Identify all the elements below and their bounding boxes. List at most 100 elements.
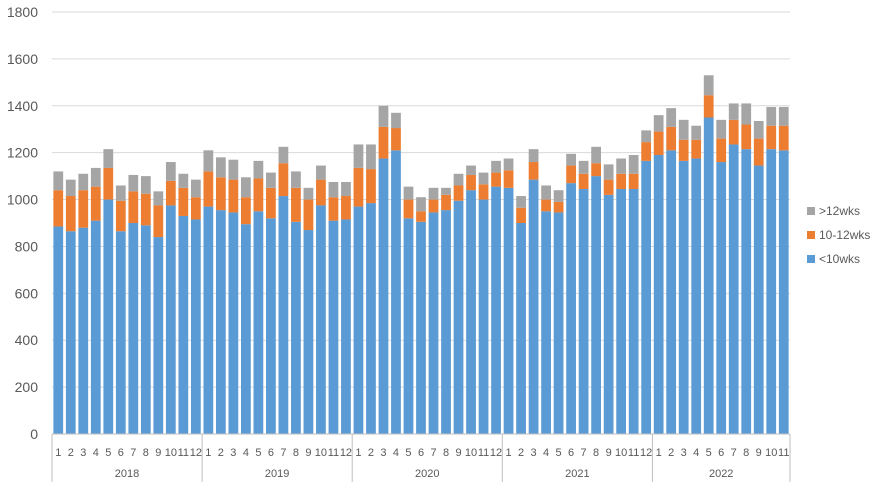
bar-segment [366, 203, 376, 434]
bar-segment [466, 165, 476, 175]
bar-segment [378, 126, 389, 159]
bar-segment [441, 210, 451, 434]
bar-segment [215, 210, 226, 434]
x-tick-label: 4 [543, 447, 549, 459]
x-tick-label: 5 [556, 447, 562, 459]
x-tick-label: 12 [640, 447, 652, 459]
bar-segment [378, 105, 389, 127]
bar-segment [140, 176, 151, 194]
bar-segment [528, 162, 539, 180]
x-tick-label: 10 [315, 447, 327, 459]
bar-segment [566, 153, 576, 166]
x-tick-label: 10 [465, 447, 477, 459]
bar-segment [541, 211, 551, 434]
bar-segment [115, 185, 126, 201]
bar-segment [90, 167, 101, 187]
x-tick-label: 10 [165, 447, 177, 459]
bar-segment [441, 187, 451, 195]
bar-segment [703, 95, 714, 118]
bar-segment [128, 223, 139, 434]
legend-label: 10-12wks [819, 228, 870, 242]
x-tick-label: 9 [455, 447, 461, 459]
bar-segment [653, 155, 664, 434]
bar-segment [553, 212, 564, 434]
bar-segment [291, 221, 301, 434]
bar-segment [466, 174, 476, 191]
bar-segment [528, 149, 539, 163]
bar-segment [278, 146, 289, 164]
bar-segment [328, 220, 339, 434]
bar-segment [741, 149, 752, 434]
bar-segment [190, 219, 201, 434]
bar-segment [466, 190, 476, 434]
bar-segment [653, 131, 664, 156]
x-tick-label: 1 [55, 447, 61, 459]
bar-segment [728, 119, 739, 145]
bar-segment [53, 226, 64, 434]
bar-segment [591, 163, 601, 177]
legend-swatch [807, 207, 815, 215]
bar-segment [678, 119, 689, 140]
bar-stacks [53, 75, 789, 435]
bar-segment [341, 181, 351, 197]
x-tick-label: 6 [118, 447, 124, 459]
x-tick-label: 6 [568, 447, 574, 459]
year-label: 2020 [415, 468, 439, 480]
bar-segment [165, 180, 176, 206]
x-tick-label: 8 [593, 447, 599, 459]
bar-segment [391, 112, 401, 129]
bar-segment [391, 128, 401, 151]
x-tick-label: 11 [178, 447, 189, 459]
bar-segment [228, 159, 239, 180]
bar-segment [253, 178, 264, 212]
x-tick-label: 11 [628, 447, 639, 459]
x-tick-label: 4 [693, 447, 699, 459]
bar-segment [628, 173, 639, 190]
bar-segment [65, 196, 76, 232]
bar-segment [778, 125, 789, 151]
bar-segment [328, 197, 339, 221]
bar-segment [678, 139, 689, 161]
bar-segment [378, 158, 389, 434]
bar-segment [103, 199, 114, 434]
bar-segment [403, 199, 414, 219]
bar-segment [78, 190, 89, 228]
bar-segment [203, 206, 214, 434]
bar-segment [766, 106, 777, 126]
bar-segment [291, 187, 301, 222]
x-tick-label: 3 [531, 447, 537, 459]
x-tick-label: 3 [230, 447, 236, 459]
y-tick-label: 1400 [7, 98, 38, 114]
x-tick-label: 7 [731, 447, 737, 459]
bar-segment [266, 172, 276, 188]
bar-segment [241, 177, 251, 198]
x-tick-label: 1 [355, 447, 361, 459]
bar-segment [178, 173, 189, 188]
bar-segment [741, 124, 752, 150]
x-tick-label: 9 [155, 447, 161, 459]
bar-segment [491, 186, 501, 434]
x-tick-label: 2 [368, 447, 374, 459]
bar-segment [478, 184, 489, 200]
bar-segment [278, 163, 289, 197]
y-tick-label: 1800 [7, 4, 38, 20]
year-label: 2018 [115, 468, 139, 480]
bar-segment [353, 144, 364, 168]
year-label: 2022 [709, 468, 733, 480]
x-tick-label: 11 [328, 447, 339, 459]
bar-segment [666, 108, 677, 127]
bar-segment [778, 106, 789, 126]
x-tick-label: 11 [478, 447, 489, 459]
x-tick-label: 5 [255, 447, 261, 459]
x-tick-label: 2 [668, 447, 674, 459]
x-tick-label: 1 [656, 447, 662, 459]
bar-segment [678, 160, 689, 434]
bar-segment [78, 227, 89, 434]
bar-segment [578, 189, 589, 434]
bar-segment [178, 187, 189, 216]
bar-segment [566, 165, 576, 184]
bar-segment [616, 189, 627, 434]
bar-segment [165, 205, 176, 434]
x-tick-label: 7 [430, 447, 436, 459]
